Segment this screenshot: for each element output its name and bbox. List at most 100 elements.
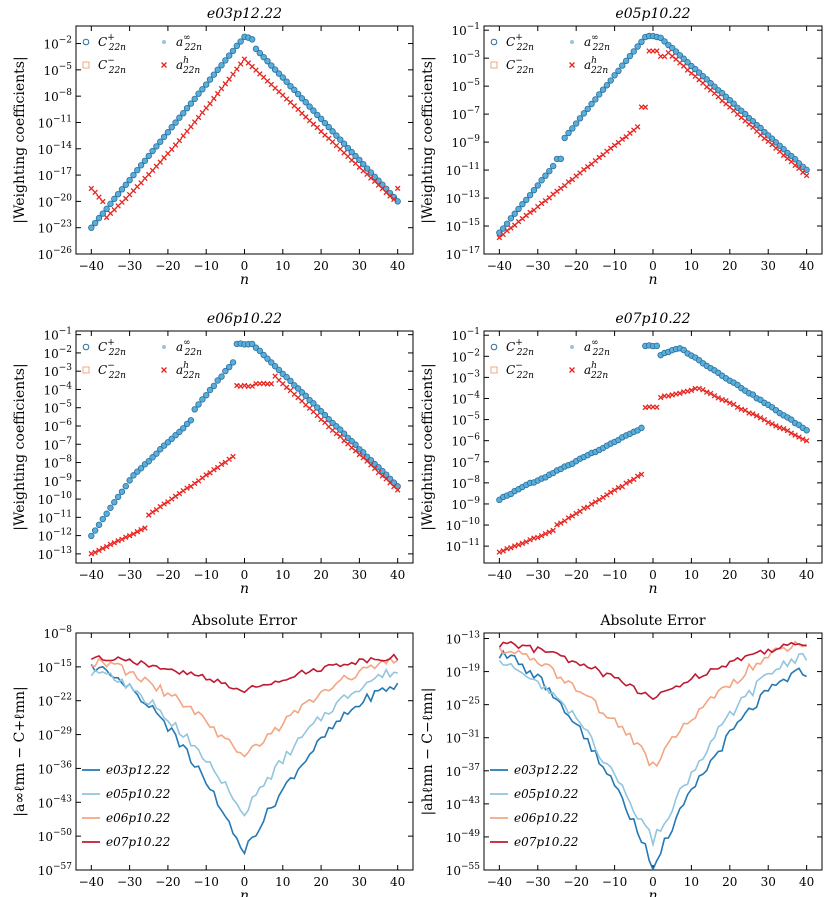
a-h-point: [707, 390, 714, 397]
a-h-point: [295, 106, 301, 113]
a-h-point: [157, 503, 164, 510]
a-h-point: [792, 432, 798, 438]
c-plus-point: [118, 488, 126, 495]
svg-text:10−17: 10−17: [446, 246, 481, 262]
a-h-point: [581, 505, 587, 512]
c-plus-point: [321, 119, 329, 127]
a-h-point: [761, 416, 768, 423]
a-h-point: [554, 521, 560, 528]
c-plus-point: [333, 132, 340, 139]
legend-entry: C− 22n: [98, 361, 126, 381]
legend-entry: ah 22n: [176, 361, 200, 381]
a-h-point: [383, 476, 389, 482]
x-tick-label: −20: [564, 259, 589, 273]
legend-entry: C+ 22n: [506, 33, 534, 53]
c-plus-point: [157, 138, 164, 145]
a-h-point: [176, 490, 183, 497]
a-h-point: [218, 85, 225, 92]
x-tick-label: 0: [649, 259, 657, 273]
a-h-point: [700, 80, 706, 86]
a-h-point: [565, 179, 572, 185]
legend-marker: [82, 61, 90, 69]
a-h-point: [103, 214, 110, 221]
svg-text:10−17: 10−17: [38, 167, 73, 183]
c-plus-point: [561, 134, 568, 142]
y-tick-label: 10−4: [43, 381, 72, 397]
c-plus-point: [264, 57, 271, 65]
x-tick-label: 10: [275, 568, 290, 582]
a-h-point: [496, 549, 503, 555]
legend-entry: C− 22n: [98, 56, 126, 76]
c-plus-point: [317, 115, 325, 123]
svg-text:10−8: 10−8: [43, 625, 72, 641]
a-h-point: [314, 124, 321, 131]
plot-frame: [483, 330, 823, 564]
c-plus-point: [153, 143, 160, 150]
y-tick-label: 10−31: [446, 730, 480, 746]
c-plus-point: [360, 449, 367, 456]
c-plus-point: [233, 42, 241, 50]
c-plus-point: [191, 95, 198, 103]
legend: e03p12.22 e05p10.22 e06p10.22 e07p10.22: [490, 763, 578, 849]
c-plus-point: [180, 110, 187, 117]
x-tick-label: 40: [390, 568, 405, 582]
a-h-point: [168, 146, 175, 153]
a-h-point: [657, 394, 664, 401]
c-plus-point: [791, 156, 799, 163]
a-h-point: [142, 525, 148, 531]
svg-text:10−8: 10−8: [451, 475, 480, 491]
a-h-point: [184, 485, 190, 491]
svg-text:10−11: 10−11: [446, 538, 480, 554]
legend-entry: e05p10.22: [106, 787, 170, 801]
c-plus-point: [803, 427, 810, 434]
chart-panel-1: e03p12.22 −40 −30 −20 −10 0 10 20 30 40 n 10−2 10−5 1…: [12, 6, 414, 288]
svg-text:10−43: 10−43: [446, 796, 481, 812]
a-h-point: [558, 520, 564, 526]
a-h-point: [680, 63, 687, 69]
c-plus-point: [588, 100, 595, 108]
c-plus-point: [386, 475, 394, 483]
y-tick-label: 10−17: [446, 246, 481, 262]
c-plus-point: [310, 400, 317, 407]
y-tick-label: 10−8: [43, 625, 72, 641]
c-plus-point: [348, 148, 355, 156]
legend-marker: [161, 367, 167, 373]
y-tick-label: 10−7: [451, 454, 480, 470]
c-plus-point: [507, 215, 515, 222]
c-plus-point: [149, 147, 156, 155]
a-h-point: [715, 94, 722, 100]
c-plus-point: [603, 82, 611, 89]
c-plus-point: [352, 152, 359, 160]
error-line-e05p10.22: [498, 652, 808, 848]
c-plus-point: [680, 55, 687, 62]
c-plus-point: [306, 103, 313, 110]
svg-text:10−9: 10−9: [43, 473, 72, 489]
a-h-point: [623, 480, 629, 486]
y-tick-label: 10−15: [38, 659, 73, 675]
a-h-point: [180, 487, 186, 494]
c-plus-point: [302, 392, 309, 399]
legend-entry: e06p10.22: [514, 811, 578, 825]
error-line-e03p12.22: [498, 649, 807, 870]
error-line-e05p10.22: [90, 667, 398, 817]
y-tick-label: 10−17: [38, 167, 73, 183]
a-h-point: [634, 124, 641, 130]
a-h-point: [780, 426, 787, 432]
plot-frame: [75, 330, 414, 564]
legend-marker: [490, 61, 498, 69]
c-plus-point: [611, 72, 618, 79]
c-plus-point: [237, 38, 244, 45]
a-h-point: [123, 195, 129, 202]
error-line-e06p10.22: [91, 656, 399, 758]
c-plus-point: [302, 99, 309, 106]
x-tick-label: 20: [722, 875, 737, 889]
svg-text:10−5: 10−5: [43, 62, 72, 78]
x-tick-label: 40: [799, 875, 814, 889]
c-plus-point: [95, 521, 103, 529]
x-tick-label: 30: [352, 568, 367, 582]
legend-entry: a∞ 22n: [584, 33, 610, 53]
legend-entry: C+ 22n: [98, 338, 126, 358]
svg-text:10−43: 10−43: [38, 794, 73, 810]
a-h-point: [130, 531, 137, 537]
svg-text:10−13: 10−13: [446, 631, 481, 647]
